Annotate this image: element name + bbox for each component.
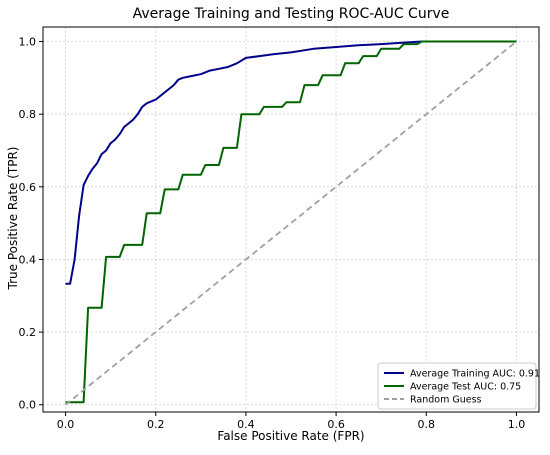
y-tick-label: 0.0 <box>19 399 37 412</box>
grid-layer <box>43 27 539 412</box>
x-axis-label: False Positive Rate (FPR) <box>217 429 364 443</box>
legend-label: Random Guess <box>410 395 482 406</box>
x-tick-label: 0.6 <box>327 418 345 431</box>
y-tick-label: 0.4 <box>19 253 37 266</box>
y-axis-label: True Positive Rate (TPR) <box>6 147 20 291</box>
legend-label: Average Training AUC: 0.91 <box>410 369 540 380</box>
series-layer <box>64 40 518 406</box>
x-tick-label: 0.2 <box>147 418 165 431</box>
legend: Average Training AUC: 0.91 Average Test A… <box>377 362 540 410</box>
x-tick-label: 0.4 <box>237 418 255 431</box>
y-tick-label: 0.2 <box>19 326 37 339</box>
y-tick-label: 0.6 <box>19 181 37 194</box>
training-roc-line <box>65 40 517 285</box>
x-tick-label: 0.8 <box>418 418 436 431</box>
test-roc-line <box>65 40 517 404</box>
legend-box <box>377 362 537 410</box>
tick-layer: 0.0 0.2 0.4 0.6 0.8 1.0 0.0 0.2 0.4 0.6 0.8 1.0 <box>19 36 526 431</box>
y-tick-label: 0.8 <box>19 108 37 121</box>
legend-label: Average Test AUC: 0.75 <box>410 382 521 393</box>
random-guess-line <box>64 40 518 406</box>
plot-frame <box>42 26 540 413</box>
x-tick-label: 1.0 <box>508 418 526 431</box>
y-tick-label: 1.0 <box>19 36 37 49</box>
x-tick-label: 0.0 <box>57 418 75 431</box>
chart-title: Average Training and Testing ROC-AUC Cur… <box>133 6 450 22</box>
